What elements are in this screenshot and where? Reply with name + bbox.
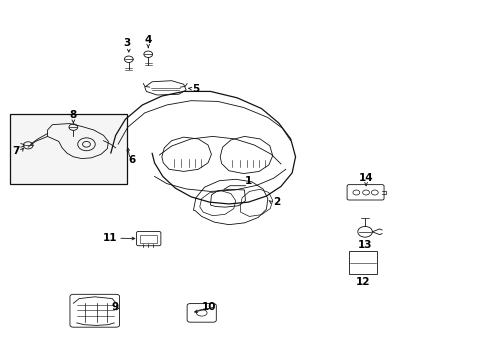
Bar [10,114,126,184]
Text: 14: 14 [358,173,373,183]
Bar [348,251,376,274]
Text: 4: 4 [144,35,152,45]
Text: 8: 8 [70,110,77,120]
Text: 1: 1 [244,176,251,186]
Text: 5: 5 [192,84,199,94]
Text: 2: 2 [272,197,279,207]
Text: 13: 13 [357,240,371,250]
Bar [140,235,157,243]
Text: 3: 3 [123,38,130,48]
Text: 11: 11 [102,233,117,243]
Text: 6: 6 [128,156,136,165]
Text: 12: 12 [355,277,369,287]
Text: 7: 7 [12,147,20,157]
Text: 9: 9 [112,302,119,312]
Text: 10: 10 [202,302,216,312]
